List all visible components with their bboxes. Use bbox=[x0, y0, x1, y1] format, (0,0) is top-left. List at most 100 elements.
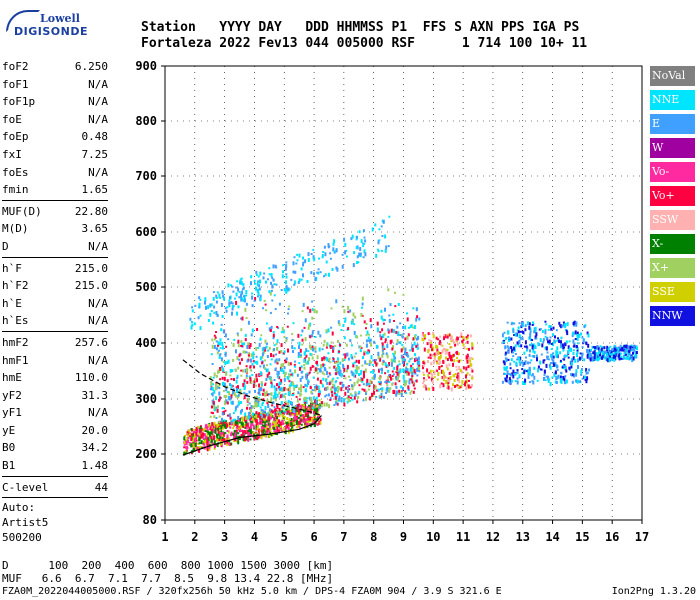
echo-point bbox=[400, 393, 403, 397]
echo-point bbox=[290, 373, 293, 376]
echo-point bbox=[287, 421, 290, 424]
echo-point bbox=[300, 278, 303, 281]
echo-point bbox=[218, 398, 221, 402]
echo-point bbox=[307, 414, 309, 418]
echo-point bbox=[387, 376, 390, 380]
param-value: 110.0 bbox=[74, 371, 108, 385]
param-value: N/A bbox=[88, 77, 108, 91]
echo-point bbox=[249, 365, 252, 369]
echo-point bbox=[240, 293, 242, 298]
echo-point bbox=[522, 330, 524, 334]
echo-point bbox=[581, 377, 584, 380]
echo-point bbox=[504, 377, 507, 382]
echo-point bbox=[406, 312, 408, 315]
echo-point bbox=[377, 250, 380, 253]
echo-point bbox=[342, 384, 345, 388]
echo-point bbox=[622, 347, 625, 352]
echo-point bbox=[393, 390, 396, 395]
echo-point bbox=[255, 384, 258, 387]
echo-point bbox=[400, 385, 403, 389]
echo-point bbox=[204, 300, 206, 305]
echo-point bbox=[285, 422, 288, 424]
echo-point bbox=[261, 424, 264, 427]
echo-point bbox=[221, 438, 224, 442]
echo-point bbox=[557, 337, 559, 340]
echo-point bbox=[249, 358, 252, 363]
echo-point bbox=[234, 432, 237, 437]
echo-point bbox=[235, 394, 238, 398]
echo-point bbox=[528, 353, 531, 357]
echo-point bbox=[299, 366, 301, 371]
echo-point bbox=[576, 353, 578, 358]
echo-point bbox=[237, 440, 240, 445]
echo-point bbox=[459, 369, 462, 373]
echo-point bbox=[459, 386, 462, 389]
echo-point bbox=[391, 370, 394, 373]
echo-point bbox=[258, 414, 261, 417]
echo-point bbox=[544, 346, 547, 350]
echo-point bbox=[505, 357, 508, 362]
echo-point bbox=[292, 410, 294, 413]
echo-point bbox=[512, 329, 515, 334]
echo-point bbox=[262, 398, 265, 401]
echo-point bbox=[435, 344, 438, 349]
echo-point bbox=[224, 432, 227, 435]
param-row: C-level 44 bbox=[2, 479, 108, 497]
echo-point bbox=[529, 332, 532, 337]
echo-point bbox=[333, 384, 336, 388]
echo-point bbox=[226, 361, 229, 364]
echo-point bbox=[286, 410, 289, 415]
echo-point bbox=[362, 399, 365, 402]
echo-point bbox=[313, 308, 316, 312]
echo-point bbox=[236, 420, 239, 423]
echo-point bbox=[360, 313, 363, 317]
echo-point bbox=[221, 412, 224, 416]
echo-point bbox=[300, 405, 303, 410]
echo-point bbox=[312, 255, 315, 260]
echo-point bbox=[365, 396, 367, 401]
echo-point bbox=[371, 392, 373, 397]
echo-point bbox=[190, 428, 193, 431]
echo-point bbox=[540, 368, 543, 371]
echo-point bbox=[199, 326, 202, 331]
echo-point bbox=[294, 365, 296, 368]
echo-point bbox=[326, 357, 329, 362]
echo-point bbox=[558, 340, 561, 343]
echo-point bbox=[207, 437, 210, 442]
echo-point bbox=[222, 329, 225, 334]
echo-point bbox=[553, 372, 556, 377]
echo-point bbox=[213, 437, 215, 441]
echo-point bbox=[226, 385, 229, 389]
echo-point bbox=[269, 427, 272, 432]
echo-point bbox=[197, 434, 199, 437]
echo-point bbox=[244, 437, 247, 441]
echo-point bbox=[628, 350, 631, 354]
echo-point bbox=[606, 353, 608, 357]
echo-point bbox=[288, 429, 290, 434]
echo-point bbox=[413, 325, 416, 330]
echo-point bbox=[566, 354, 569, 357]
echo-point bbox=[259, 271, 262, 276]
echo-point bbox=[399, 341, 402, 345]
echo-point bbox=[628, 345, 631, 349]
echo-point bbox=[570, 359, 573, 362]
echo-point bbox=[238, 427, 241, 430]
echo-point bbox=[359, 247, 362, 251]
echo-point bbox=[410, 390, 413, 393]
echo-point bbox=[259, 406, 262, 409]
echo-point bbox=[465, 336, 468, 339]
echo-point bbox=[214, 385, 217, 390]
echo-point bbox=[361, 380, 364, 383]
echo-point bbox=[550, 348, 553, 350]
echo-point bbox=[314, 418, 316, 421]
echo-point bbox=[391, 382, 394, 386]
echo-point bbox=[402, 293, 405, 296]
echo-point bbox=[351, 398, 354, 401]
echo-point bbox=[423, 379, 425, 383]
echo-point bbox=[284, 402, 287, 405]
echo-point bbox=[232, 427, 235, 429]
echo-point bbox=[251, 422, 254, 426]
echo-point bbox=[347, 395, 350, 400]
echo-point bbox=[344, 317, 347, 322]
echo-point bbox=[331, 378, 334, 383]
